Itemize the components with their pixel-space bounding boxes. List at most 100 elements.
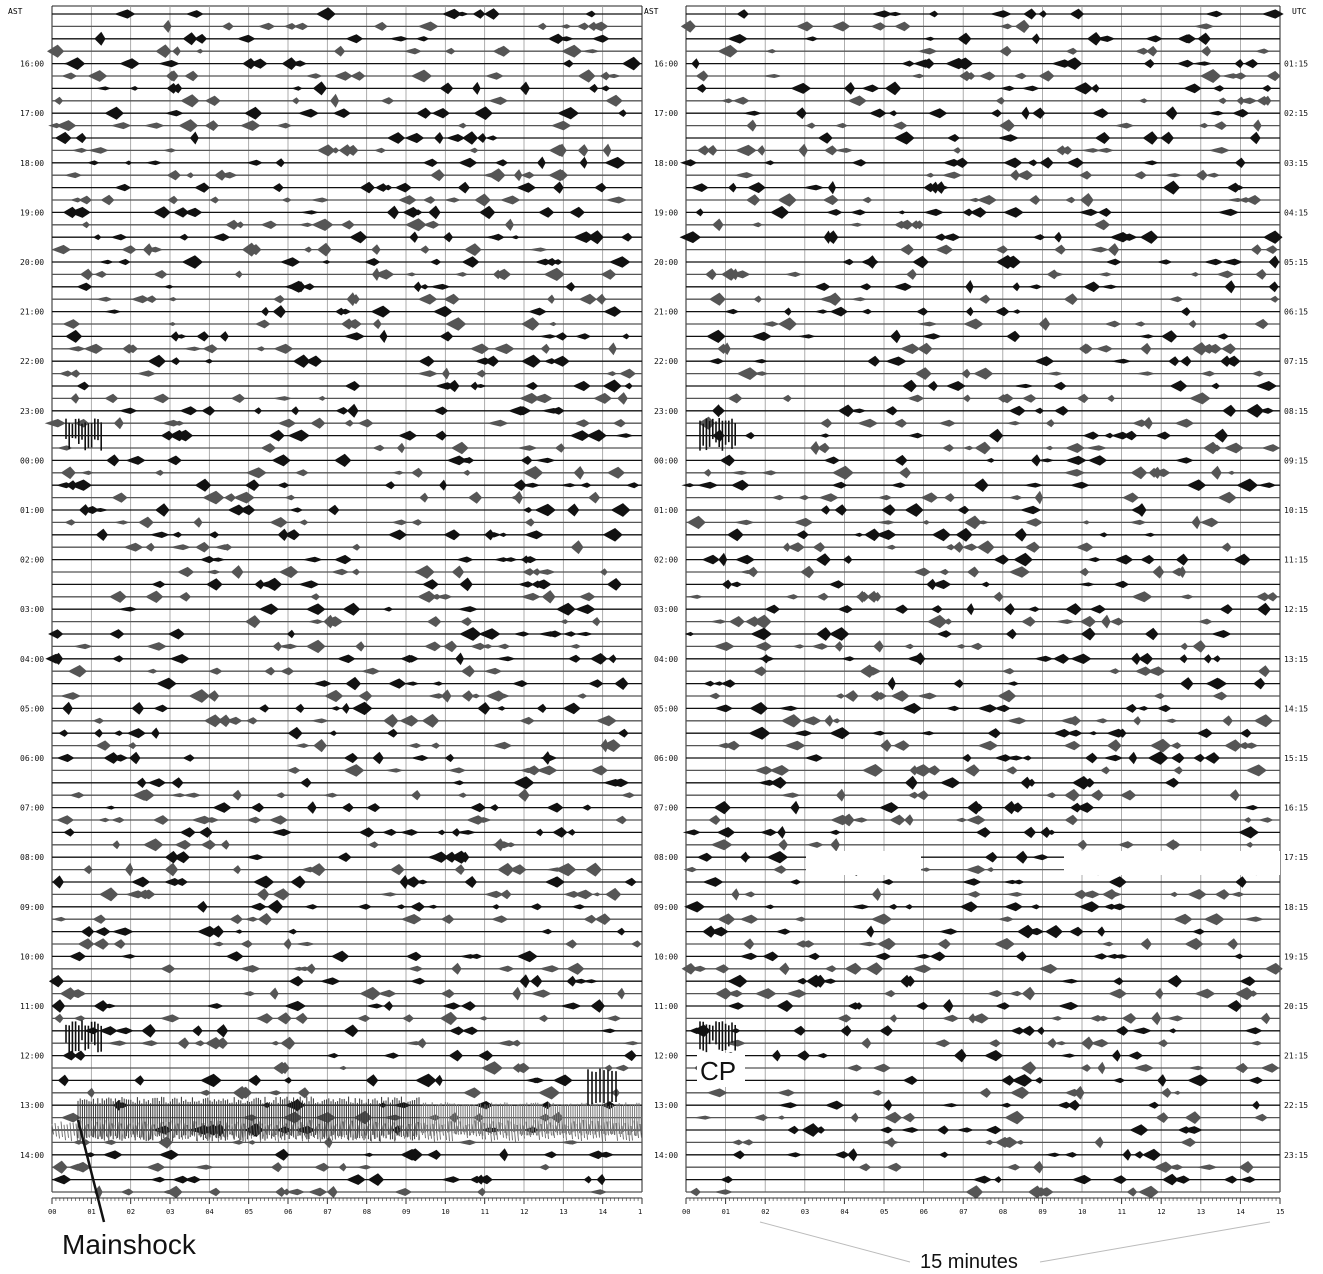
event-burst — [605, 94, 623, 107]
event-burst — [268, 815, 288, 825]
event-burst — [906, 394, 925, 403]
event-burst — [684, 631, 695, 637]
event-burst — [522, 507, 533, 513]
hour-label: 10:00 — [654, 952, 678, 961]
event-burst — [835, 788, 846, 802]
event-burst — [363, 258, 381, 266]
event-burst — [121, 245, 137, 254]
event-burst — [1216, 333, 1230, 340]
event-burst — [883, 990, 896, 998]
mainshock-wave — [243, 1123, 246, 1142]
event-burst — [1003, 157, 1023, 169]
utc-label: 19:15 — [1284, 952, 1308, 961]
minute-tick-label: 04 — [840, 1208, 848, 1216]
event-burst — [316, 7, 336, 21]
event-burst — [902, 379, 918, 393]
mainshock-wave — [426, 1124, 429, 1140]
event-burst — [168, 793, 187, 798]
event-burst — [784, 1152, 803, 1158]
event-burst — [338, 1065, 348, 1071]
event-burst — [127, 742, 137, 750]
hour-label: 12:00 — [654, 1052, 678, 1061]
event-burst — [1162, 1173, 1179, 1186]
event-burst — [399, 715, 419, 727]
mainshock-wave — [549, 1122, 552, 1136]
mainshock-wave — [450, 1121, 453, 1142]
event-burst — [1129, 1027, 1153, 1035]
event-burst — [454, 830, 477, 835]
event-burst — [249, 902, 267, 911]
event-burst — [1016, 170, 1034, 181]
event-burst — [681, 483, 696, 488]
event-burst — [274, 1148, 290, 1161]
event-burst — [1149, 738, 1171, 753]
event-burst — [844, 962, 863, 975]
event-burst — [102, 1150, 123, 1160]
mainshock-wave — [561, 1120, 564, 1139]
event-burst — [1261, 84, 1272, 92]
event-burst — [1237, 97, 1258, 105]
event-burst — [753, 766, 774, 775]
event-burst — [1044, 272, 1065, 277]
mainshock-wave — [582, 1119, 585, 1138]
event-burst — [893, 131, 915, 145]
event-burst — [965, 865, 986, 874]
mainshock-wave — [162, 1121, 165, 1135]
event-burst — [62, 1050, 77, 1061]
event-burst — [1226, 1000, 1243, 1012]
mainshock-label: Mainshock — [62, 1229, 197, 1260]
event-burst — [912, 567, 931, 577]
event-burst — [194, 33, 207, 44]
mainshock-wave — [90, 1120, 93, 1138]
event-burst — [434, 430, 448, 441]
minute-tick-label: 01 — [87, 1208, 95, 1216]
mainshock-wave — [474, 1120, 477, 1137]
mainshock-wave — [315, 1125, 318, 1135]
event-burst — [1005, 892, 1025, 897]
event-burst — [544, 867, 565, 872]
event-burst — [833, 1151, 850, 1159]
event-burst — [824, 965, 837, 973]
event-burst — [1155, 431, 1172, 440]
event-burst — [281, 57, 298, 70]
event-burst — [969, 1013, 990, 1024]
mainshock-wave — [585, 1120, 588, 1140]
event-burst — [707, 358, 725, 365]
event-burst — [1234, 987, 1255, 1001]
event-burst — [548, 321, 557, 327]
event-burst — [456, 606, 479, 613]
event-burst — [540, 343, 551, 354]
event-burst — [608, 342, 617, 356]
event-burst — [1046, 1038, 1057, 1049]
event-burst — [993, 704, 1011, 713]
event-burst — [434, 132, 444, 144]
event-burst — [1254, 318, 1269, 330]
event-burst — [1230, 891, 1245, 897]
event-burst — [1212, 655, 1221, 663]
event-burst — [869, 690, 882, 702]
event-burst — [151, 580, 166, 588]
mainshock-wave — [285, 1123, 288, 1135]
event-burst — [439, 331, 454, 342]
mainshock-wave — [606, 1121, 609, 1136]
event-burst — [764, 604, 781, 614]
event-burst — [840, 1025, 852, 1037]
mainshock-wave — [504, 1124, 507, 1139]
event-burst — [591, 395, 611, 402]
event-burst — [1198, 122, 1209, 129]
event-burst — [1252, 119, 1262, 132]
utc-label: 13:15 — [1284, 655, 1308, 664]
event-burst — [706, 145, 718, 156]
event-burst — [177, 566, 195, 578]
event-burst — [70, 197, 83, 203]
event-burst — [496, 1040, 518, 1047]
event-burst — [64, 57, 86, 70]
event-burst — [461, 256, 480, 268]
event-burst — [244, 106, 263, 120]
event-burst — [723, 740, 741, 751]
event-burst — [1236, 96, 1245, 105]
event-burst — [1101, 941, 1115, 947]
minute-tick-label: 08 — [363, 1208, 371, 1216]
event-burst — [746, 194, 761, 206]
mainshock-wave — [579, 1122, 582, 1142]
